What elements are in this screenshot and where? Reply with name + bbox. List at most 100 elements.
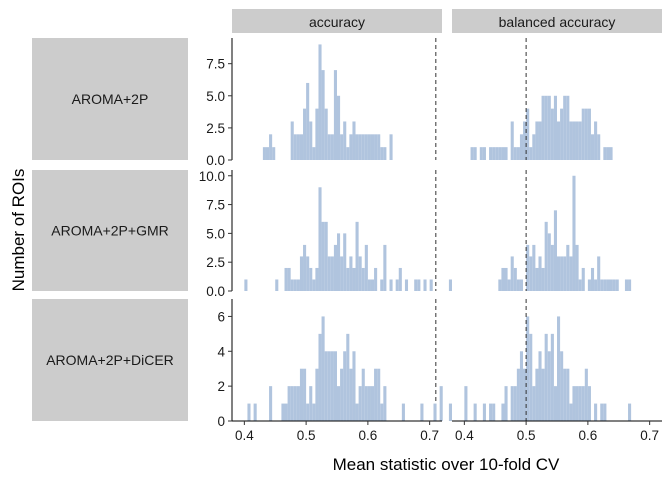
histogram-bar [510,386,514,421]
histogram-bar [330,256,334,291]
histogram-bar [346,333,350,421]
histogram-bar [489,403,493,421]
histogram-bar [321,70,325,160]
histogram-bar [349,256,353,291]
histogram-bar [624,279,629,291]
x-tick-label: 0.4 [235,428,254,443]
histogram-bar [603,279,607,291]
histogram-bar [609,279,613,291]
histogram-bar [324,351,328,421]
histogram-bar [550,108,554,160]
histogram-bar [306,403,310,421]
histogram-bar [303,108,307,160]
histogram-bar [324,108,328,160]
histogram-bar [343,351,347,421]
histogram-bar [501,267,505,291]
histogram-bar [479,147,483,160]
histogram-bar [498,279,502,291]
histogram-bar [306,82,310,160]
histogram-bar [557,316,561,421]
histogram-bar [296,134,300,160]
row-strip [32,170,188,291]
histogram-bar [358,134,362,160]
histogram-bar [337,233,341,291]
histogram-bar [560,351,564,421]
histogram-bar [519,351,524,421]
histogram-bar [495,147,499,160]
y-tick-label: 0.0 [206,284,225,299]
histogram-bar [340,134,344,160]
histogram-bar [538,256,542,291]
histogram-bar [628,403,632,421]
histogram-bar [498,147,502,160]
histogram-bar [587,108,591,160]
histogram-bar [612,279,616,291]
column-strip-label: accuracy [309,14,365,30]
histogram-bar [340,368,344,421]
histogram-bar [489,147,493,160]
histogram-bar [526,244,530,291]
histogram-bar [309,121,313,160]
histogram-bar [349,134,353,160]
histogram-bar [553,386,557,421]
histogram-bar [349,368,353,421]
histogram-bar [501,403,505,421]
histogram-bar [306,256,310,291]
x-tick-label: 0.6 [578,428,597,443]
row-strip [32,38,188,160]
histogram-bar [510,121,514,160]
histogram-bar [287,386,291,421]
histogram-bar [429,279,433,291]
histogram-bar [330,134,334,160]
histogram-bar [433,403,437,421]
x-tick-label: 0.7 [420,428,439,443]
histogram-bar [563,95,567,160]
histogram-panel [262,38,437,160]
histogram-bar [448,279,452,291]
histogram-bar [590,134,595,160]
histogram-bar [377,134,381,160]
x-tick-label: 0.4 [455,428,474,443]
histogram-bar [519,279,524,291]
histogram-bar [590,267,595,291]
histogram-bar [544,95,548,160]
histogram-bar [367,279,371,291]
histogram-bar [547,233,551,291]
histogram-bar [541,368,545,421]
histogram-bar [383,147,387,160]
histogram-bar [513,147,517,160]
histogram-bar [523,121,527,160]
y-tick-label: 0 [217,414,225,429]
histogram-bar [566,368,570,421]
y-tick-label: 10.0 [199,169,225,184]
histogram-bar [575,121,579,160]
histogram-bar [473,147,477,160]
histogram-bar [361,368,365,421]
histogram-bar [395,279,399,291]
histogram-bar [482,147,486,160]
histogram-bar [575,244,579,291]
histogram-bar [600,403,604,421]
histogram-bar [383,244,387,291]
histogram-bar [269,134,273,160]
histogram-bar [606,147,610,160]
histogram-bar [529,333,533,421]
histogram-bar [327,256,331,291]
histogram-bar [343,121,347,160]
histogram-bar [272,147,276,160]
histogram-bar [535,368,539,421]
histogram-bar [352,121,356,160]
histogram-bar [575,386,579,421]
histogram-bar [327,134,331,160]
column-strip [452,9,662,33]
histogram-bar [603,147,607,160]
histogram-bar [597,134,601,160]
histogram-bar [312,279,316,291]
histogram-bar [321,221,325,291]
histogram-bar [532,386,536,421]
histogram-bar [340,256,344,291]
histogram-bar [281,403,285,421]
histogram-bar [380,279,384,291]
histogram-bar [383,386,387,421]
histogram-bar [504,267,508,291]
